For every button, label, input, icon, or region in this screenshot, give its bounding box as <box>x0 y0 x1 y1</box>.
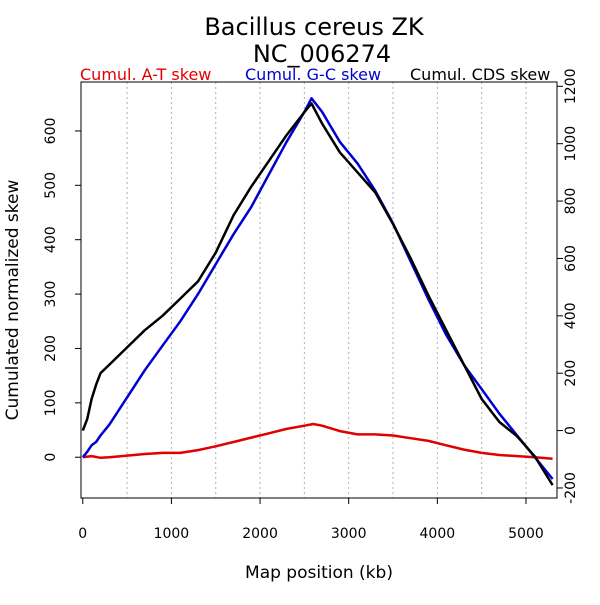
series-layer <box>81 97 554 486</box>
y-right-tick-label: 600 <box>563 245 579 272</box>
cds-skew-line <box>81 102 554 486</box>
x-axis-label: Map position (kb) <box>245 563 393 583</box>
y-right-tick-label: 0 <box>563 426 579 435</box>
x-tick-label: 3000 <box>331 526 367 542</box>
x-tick-label: 1000 <box>154 526 190 542</box>
plot-frame <box>80 81 558 499</box>
chart-subtitle: NC_006274 <box>253 40 391 68</box>
y-left-tick-label: 200 <box>43 335 59 362</box>
x-tick-label: 2000 <box>242 526 278 542</box>
y-left-tick-label: 300 <box>43 281 59 308</box>
y-left-tick-label: 100 <box>43 389 59 416</box>
legend-at-skew: Cumul. A-T skew <box>80 65 211 84</box>
y-right-tick-label: 400 <box>563 302 579 329</box>
legend-gc-skew: Cumul. G-C skew <box>245 65 381 84</box>
y-right-tick-label: -200 <box>563 472 579 504</box>
y-axis-label: Cumulated normalized skew <box>3 180 23 421</box>
chart-title: Bacillus cereus ZK <box>204 13 425 41</box>
x-tick-label: 5000 <box>508 526 544 542</box>
y-axis-right: -200 0 200 400 600 800 1000 1200 <box>557 68 579 504</box>
x-tick-label: 0 <box>78 526 87 542</box>
y-left-tick-label: 500 <box>43 172 59 199</box>
at-skew-line <box>82 422 553 461</box>
y-left-tick-label: 400 <box>43 226 59 253</box>
legend-cds-skew: Cumul. CDS skew <box>410 65 550 84</box>
y-left-tick-label: 600 <box>43 118 59 145</box>
y-axis-left: 0 100 200 300 400 500 600 <box>43 118 81 462</box>
x-tick-label: 4000 <box>420 526 456 542</box>
y-right-tick-label: 200 <box>563 360 579 387</box>
y-right-tick-label: 800 <box>563 188 579 215</box>
y-right-tick-label: 1200 <box>563 68 579 104</box>
y-right-tick-label: 1000 <box>563 126 579 162</box>
vertical-grid <box>126 82 527 498</box>
y-left-tick-label: 0 <box>43 453 59 462</box>
x-axis: 0 1000 2000 3000 4000 5000 <box>78 498 544 542</box>
